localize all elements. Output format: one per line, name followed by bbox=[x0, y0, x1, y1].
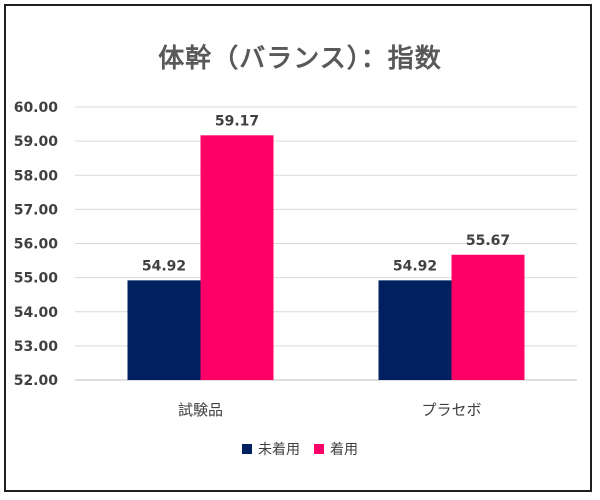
x-category-label: 試験品 bbox=[178, 401, 223, 419]
data-label: 54.92 bbox=[142, 258, 186, 274]
y-tick-label: 59.00 bbox=[14, 134, 59, 150]
chart-legend: 未着用 着用 bbox=[0, 439, 600, 459]
x-category-label: プラセボ bbox=[421, 401, 481, 419]
chart-frame bbox=[4, 4, 592, 492]
legend-label-worn: 着用 bbox=[330, 442, 358, 458]
legend-item-not-worn: 未着用 bbox=[242, 439, 300, 459]
bar-not-worn bbox=[378, 280, 452, 380]
y-tick-label: 53.00 bbox=[14, 339, 59, 355]
legend-swatch-not-worn bbox=[242, 444, 252, 454]
legend-swatch-worn bbox=[314, 444, 324, 454]
legend-label-not-worn: 未着用 bbox=[258, 442, 300, 458]
y-tick-label: 52.00 bbox=[14, 373, 59, 389]
data-label: 54.92 bbox=[393, 258, 437, 274]
chart-title: 体幹（バランス）：指数 bbox=[158, 44, 442, 74]
y-tick-label: 60.00 bbox=[14, 100, 59, 116]
y-tick-label: 58.00 bbox=[14, 168, 59, 184]
bar-worn bbox=[200, 135, 274, 380]
data-label: 55.67 bbox=[466, 233, 510, 249]
y-tick-label: 54.00 bbox=[14, 305, 59, 321]
y-tick-label: 57.00 bbox=[14, 202, 59, 218]
legend-item-worn: 着用 bbox=[314, 439, 358, 459]
y-tick-label: 56.00 bbox=[14, 237, 59, 253]
bar-not-worn bbox=[127, 280, 201, 380]
bar-worn bbox=[451, 254, 525, 380]
data-label: 59.17 bbox=[215, 113, 259, 129]
y-tick-label: 55.00 bbox=[14, 271, 59, 287]
